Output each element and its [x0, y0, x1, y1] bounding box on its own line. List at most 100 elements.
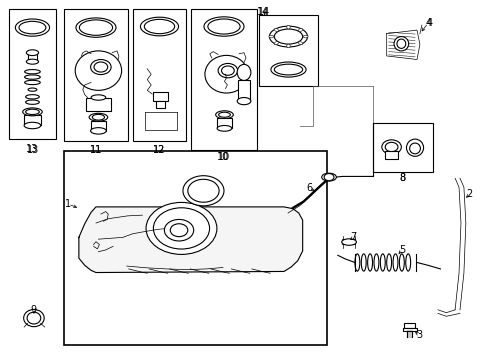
Circle shape: [164, 220, 194, 241]
Ellipse shape: [399, 254, 404, 271]
Text: 2: 2: [466, 189, 473, 199]
Ellipse shape: [385, 142, 398, 152]
Text: 11: 11: [90, 144, 102, 154]
Ellipse shape: [94, 62, 108, 72]
Ellipse shape: [298, 28, 303, 31]
Ellipse shape: [274, 28, 278, 31]
Ellipse shape: [269, 35, 274, 38]
Bar: [156, 101, 165, 108]
Ellipse shape: [27, 312, 41, 324]
Bar: [9, 9, 56, 139]
Text: 12: 12: [153, 144, 166, 154]
Ellipse shape: [410, 143, 420, 154]
Ellipse shape: [394, 37, 409, 51]
Bar: [403, 328, 416, 330]
Ellipse shape: [397, 39, 406, 48]
Ellipse shape: [91, 59, 111, 75]
Ellipse shape: [145, 19, 174, 34]
Ellipse shape: [15, 19, 49, 36]
Circle shape: [170, 224, 188, 237]
Ellipse shape: [91, 95, 106, 100]
Ellipse shape: [19, 21, 46, 34]
Circle shape: [324, 174, 334, 181]
Text: 10: 10: [218, 152, 230, 162]
Text: 4: 4: [425, 18, 431, 28]
Ellipse shape: [361, 254, 366, 271]
Ellipse shape: [274, 42, 278, 45]
Ellipse shape: [141, 17, 178, 36]
Ellipse shape: [24, 310, 44, 327]
Ellipse shape: [387, 254, 392, 271]
Text: 5: 5: [399, 245, 405, 255]
Text: 1: 1: [65, 199, 71, 209]
Text: 3: 3: [416, 330, 422, 340]
Bar: [373, 123, 433, 172]
Ellipse shape: [146, 202, 217, 255]
Bar: [238, 80, 250, 101]
Ellipse shape: [26, 59, 39, 64]
Circle shape: [183, 176, 224, 206]
Text: 13: 13: [27, 144, 39, 154]
Text: 11: 11: [90, 144, 102, 154]
Ellipse shape: [287, 26, 290, 29]
Bar: [404, 323, 415, 328]
Ellipse shape: [28, 88, 37, 91]
Text: 8: 8: [399, 173, 405, 183]
Ellipse shape: [322, 173, 336, 181]
Ellipse shape: [298, 42, 303, 45]
Circle shape: [188, 179, 219, 202]
Ellipse shape: [274, 29, 303, 44]
Ellipse shape: [26, 50, 39, 55]
Text: 12: 12: [153, 144, 166, 154]
Text: 9: 9: [31, 305, 37, 315]
Ellipse shape: [393, 254, 398, 271]
Ellipse shape: [92, 114, 104, 120]
Ellipse shape: [23, 108, 42, 116]
Ellipse shape: [25, 109, 39, 114]
Ellipse shape: [407, 139, 423, 156]
Ellipse shape: [374, 254, 379, 271]
Bar: [64, 151, 327, 345]
Ellipse shape: [76, 18, 116, 37]
Ellipse shape: [274, 64, 303, 75]
Ellipse shape: [204, 17, 244, 36]
Ellipse shape: [24, 122, 41, 129]
Ellipse shape: [25, 100, 39, 104]
Polygon shape: [79, 207, 303, 273]
Text: 14: 14: [257, 7, 270, 17]
Ellipse shape: [380, 254, 385, 271]
Ellipse shape: [216, 111, 233, 119]
Bar: [28, 54, 37, 62]
Ellipse shape: [237, 64, 251, 81]
Ellipse shape: [221, 66, 234, 75]
Ellipse shape: [79, 20, 113, 35]
Bar: [217, 118, 232, 129]
Text: 10: 10: [217, 152, 229, 162]
Bar: [64, 9, 128, 140]
Ellipse shape: [89, 113, 108, 121]
Bar: [153, 92, 168, 101]
Ellipse shape: [24, 75, 40, 79]
Ellipse shape: [24, 80, 40, 85]
Bar: [86, 98, 111, 111]
Polygon shape: [387, 30, 420, 59]
Ellipse shape: [303, 35, 308, 38]
Ellipse shape: [355, 254, 360, 271]
Bar: [385, 151, 398, 159]
Text: 13: 13: [26, 144, 39, 154]
Bar: [191, 9, 257, 150]
Ellipse shape: [271, 62, 306, 77]
Ellipse shape: [342, 239, 356, 245]
Ellipse shape: [75, 51, 122, 90]
Ellipse shape: [25, 95, 39, 99]
Ellipse shape: [287, 44, 290, 48]
Text: 4: 4: [427, 18, 433, 28]
Ellipse shape: [237, 98, 251, 105]
Text: 7: 7: [350, 232, 357, 242]
Ellipse shape: [382, 140, 401, 154]
Text: 6: 6: [306, 183, 313, 193]
Ellipse shape: [208, 19, 240, 34]
Ellipse shape: [218, 63, 238, 78]
Bar: [24, 116, 41, 126]
Bar: [133, 9, 186, 140]
